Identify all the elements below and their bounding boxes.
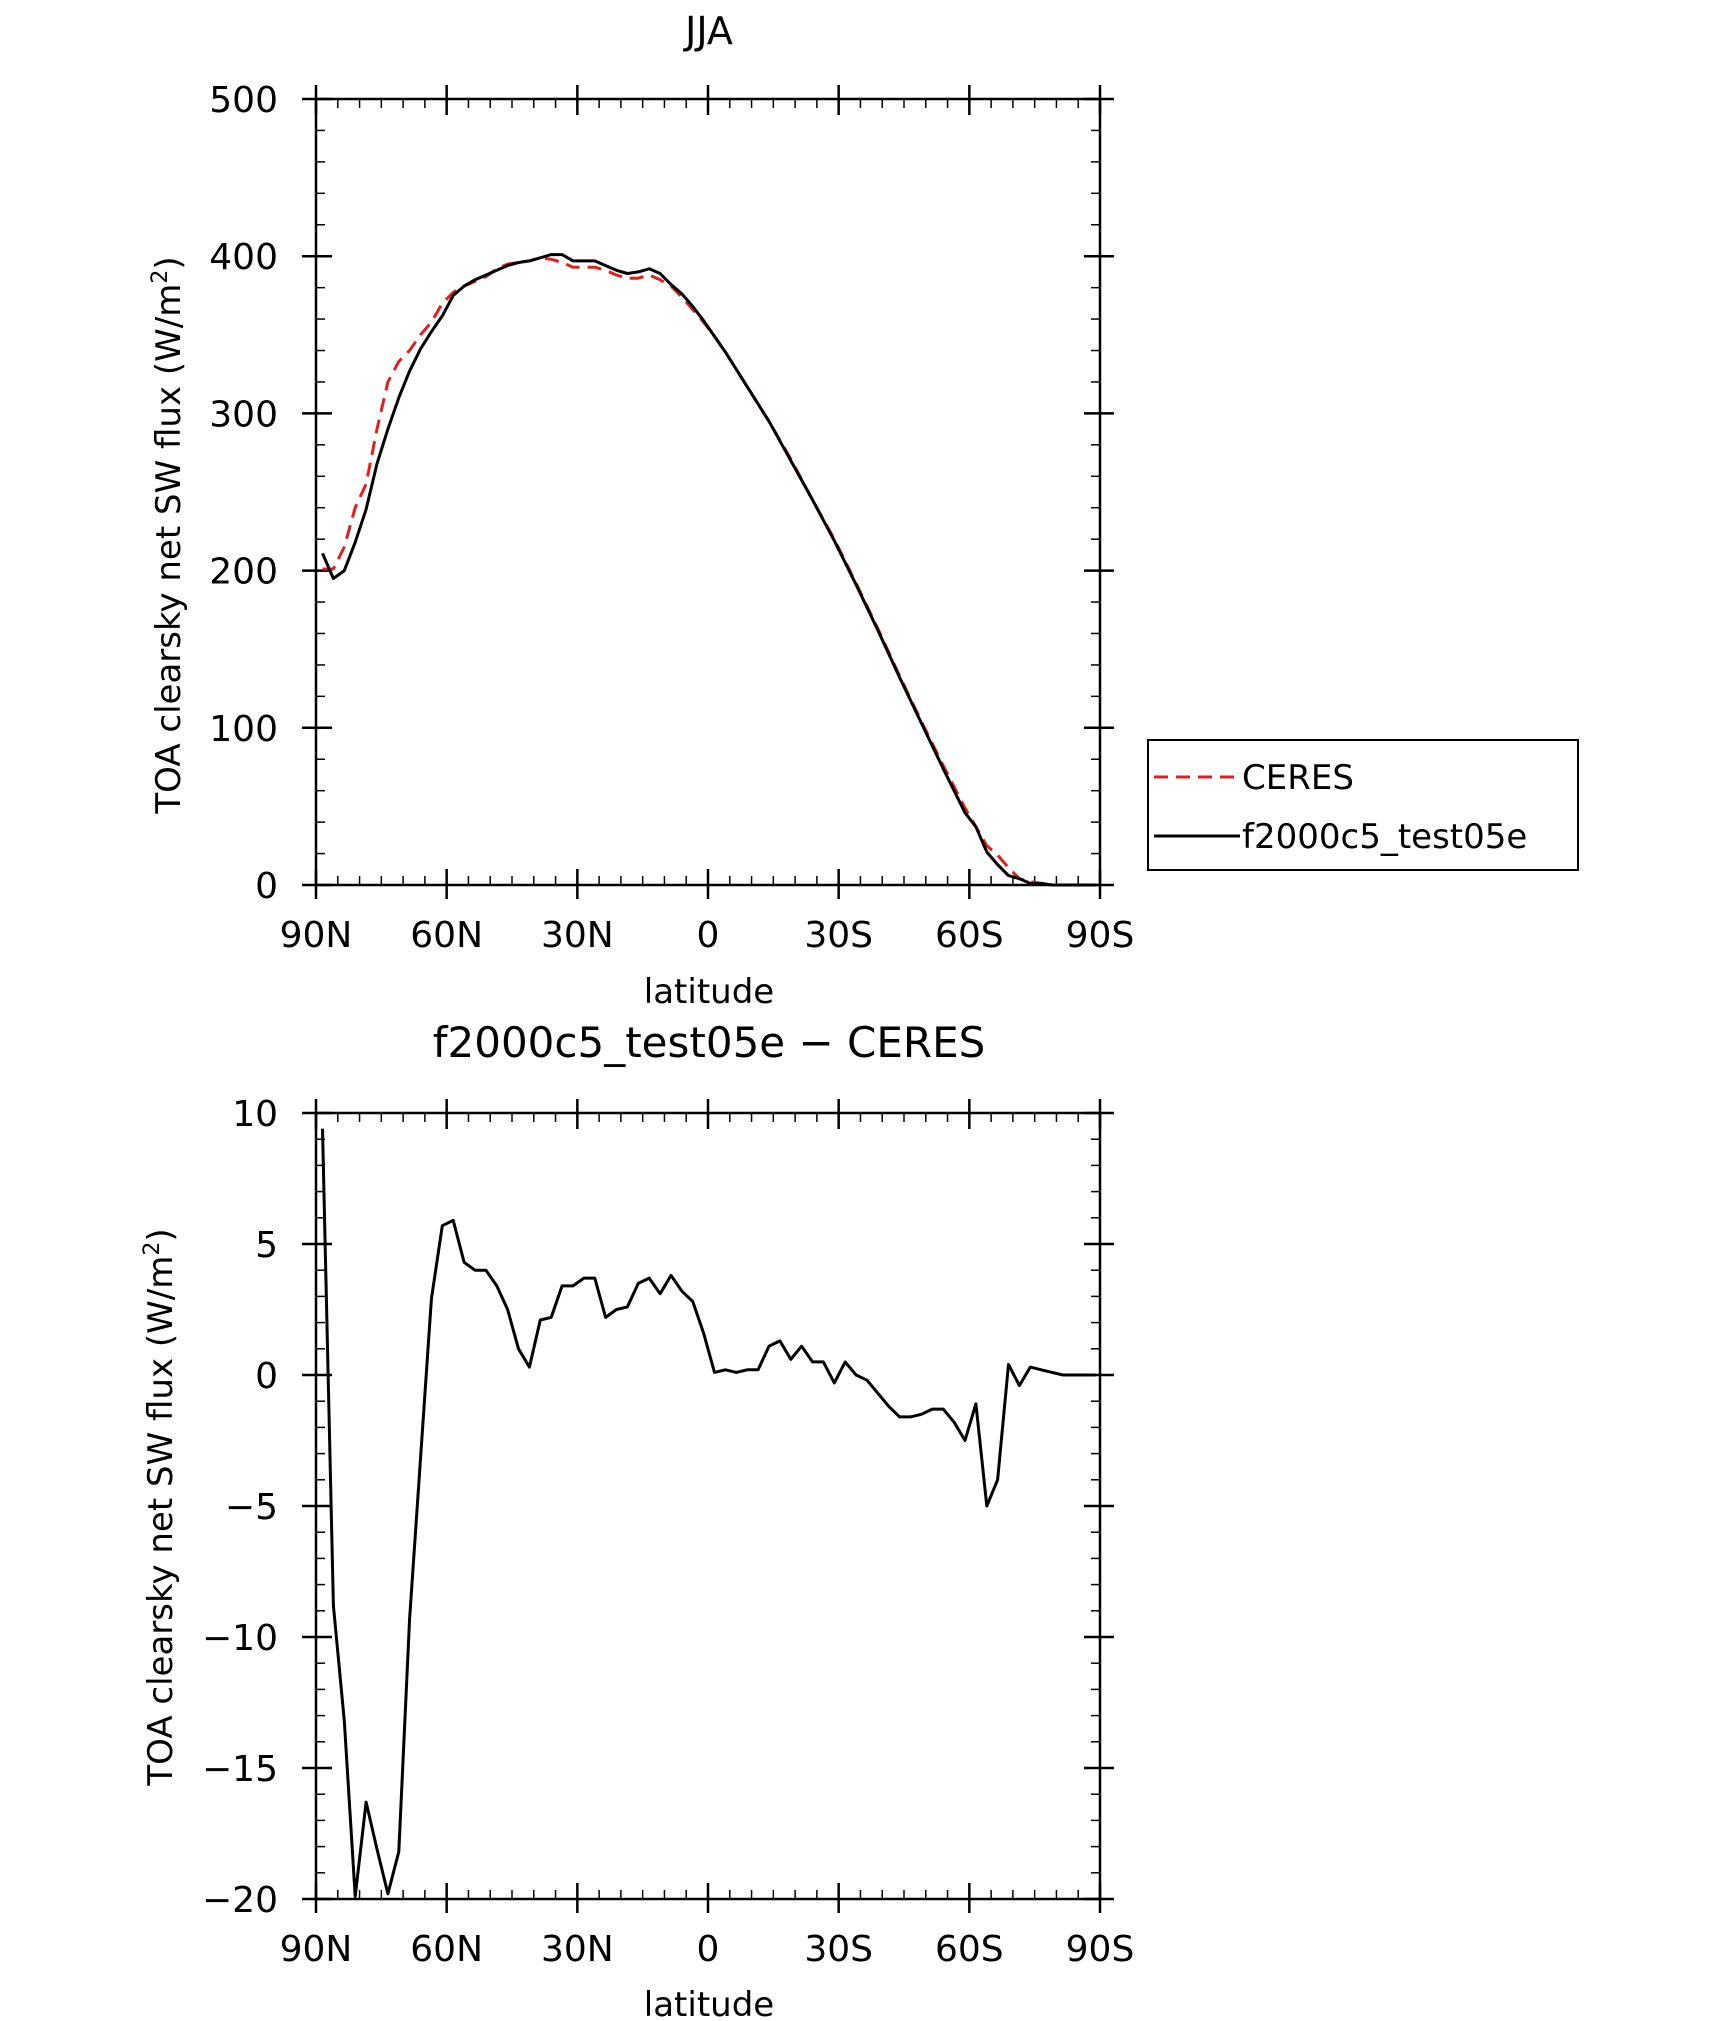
bottom-y-axis-label-close: ): [141, 1228, 181, 1241]
bottom-x-axis-label: latitude: [644, 1985, 774, 2021]
top-chart-title: JJA: [683, 9, 733, 53]
bottom-x-tick-label: 90S: [1066, 1929, 1135, 1970]
legend: CERES f2000c5_test05e: [1147, 739, 1579, 871]
top-y-tick-label: 400: [209, 237, 278, 278]
bottom-chart-title: f2000c5_test05e − CERES: [433, 1018, 986, 1067]
bottom-plot-frame: [314, 1111, 1102, 1901]
top-x-axis-label: latitude: [644, 972, 774, 1012]
bottom-y-tick-label: −20: [202, 1880, 278, 1921]
bottom-y-tick-label: −10: [202, 1618, 278, 1659]
bottom-plot-area: 90N 60N 30N 0 30S 60S 90S −20 −15 −10 −5 0 5 10: [202, 1094, 1134, 1970]
top-y-axis-label: TOA clearsky net SW flux (W/m2): [148, 256, 189, 814]
top-x-tick-label: 60N: [410, 915, 483, 956]
bottom-y-axis-label-main: TOA clearsky net SW flux (W/m: [141, 1256, 181, 1787]
top-x-tick-label: 30N: [541, 915, 614, 956]
top-x-tick-label: 60S: [935, 915, 1004, 956]
bottom-x-tick-label: 30N: [541, 1929, 614, 1970]
bottom-x-tick-label: 30S: [804, 1929, 873, 1970]
bottom-y-axis-label: TOA clearsky net SW flux (W/m2): [140, 1228, 181, 1786]
top-y-axis-label-superscript: 2: [148, 270, 173, 284]
bottom-y-tick-label: −5: [225, 1487, 278, 1528]
top-x-tick-label: 90S: [1066, 915, 1135, 956]
top-y-tick-label: 200: [209, 552, 278, 593]
legend-model-label: f2000c5_test05e: [1242, 817, 1527, 857]
top-plot-frame: [314, 97, 1102, 887]
bottom-x-tick-label: 60N: [410, 1929, 483, 1970]
top-series-f2000c5-test05e-line: [321, 253, 1096, 887]
top-y-tick-label: 300: [209, 394, 278, 435]
top-y-axis-label-main: TOA clearsky net SW flux (W/m: [149, 284, 189, 815]
bottom-series-f2000c5-test05e-ceres-line: [321, 1128, 1096, 1898]
bottom-y-tick-label: −15: [202, 1749, 278, 1790]
legend-box: [1147, 739, 1579, 871]
bottom-y-axis-label-superscript: 2: [140, 1242, 165, 1256]
bottom-x-tick-label: 0: [697, 1929, 720, 1970]
top-y-tick-label: 0: [255, 866, 278, 907]
bottom-y-tick-label: 10: [232, 1094, 278, 1135]
top-plot-area: 90N 60N 30N 0 30S 60S 90S 0 100 200 300 400 500: [209, 80, 1134, 956]
top-series-ceres-line: [322, 256, 1096, 887]
bottom-x-tick-label: 60S: [935, 1929, 1004, 1970]
top-y-tick-label: 100: [209, 709, 278, 750]
top-panel-jja: JJA 90N 60N 30N 0 30S 60S 90S0100200300400500 …: [148, 9, 1579, 1012]
top-x-tick-label: 90N: [280, 915, 353, 956]
top-x-tick-label: 30S: [804, 915, 873, 956]
bottom-x-tick-label: 90N: [280, 1929, 353, 1970]
bottom-y-tick-label: 5: [255, 1225, 278, 1266]
bottom-y-tick-label: 0: [255, 1356, 278, 1397]
top-y-tick-label: 500: [209, 80, 278, 121]
legend-ceres-label: CERES: [1242, 758, 1354, 798]
bottom-panel-difference: f2000c5_test05e − CERES 90N 60N 30N 0 30S 60S…: [140, 1018, 1134, 2021]
top-x-tick-label: 0: [697, 915, 720, 956]
top-y-axis-label-close: ): [149, 256, 189, 269]
